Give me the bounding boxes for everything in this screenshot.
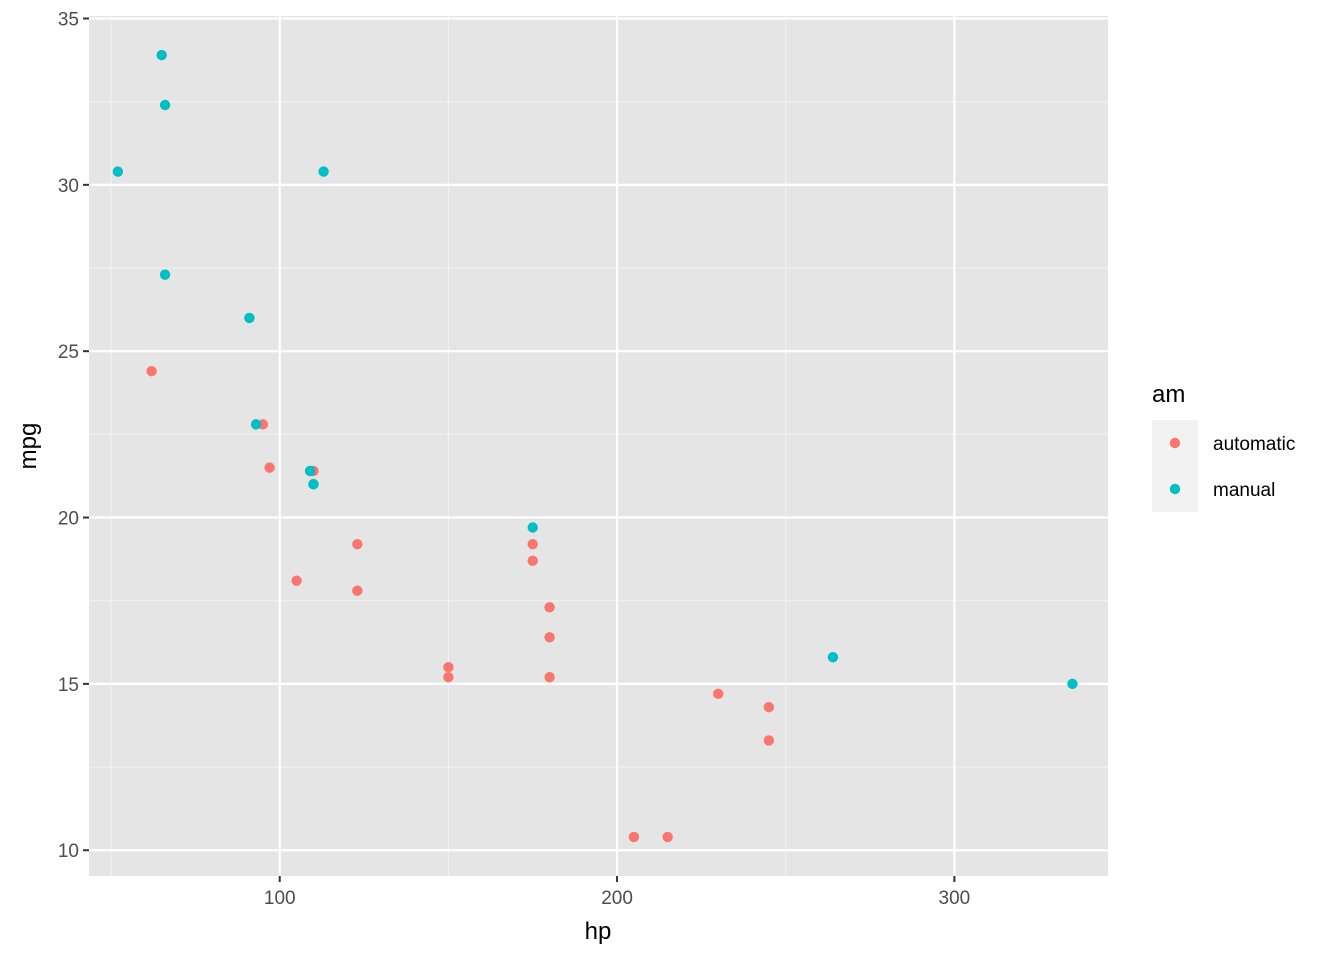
legend-items: automatic manual: [1152, 420, 1295, 512]
data-point-automatic: [291, 575, 302, 586]
data-point-automatic: [628, 831, 640, 843]
legend-title: am: [1152, 381, 1185, 408]
legend-key-automatic: [1169, 437, 1181, 449]
data-point-manual: [527, 522, 538, 533]
major-gridlines: [89, 16, 1108, 876]
data-point-manual: [156, 49, 167, 61]
legend: am automatic manual: [1152, 381, 1295, 512]
data-point-manual: [112, 166, 124, 177]
x-tick-label: 300: [939, 888, 971, 909]
data-point-manual: [308, 479, 319, 490]
y-tick-label: 30: [58, 176, 79, 197]
y-tick-label: 35: [58, 9, 79, 30]
data-point-manual: [244, 312, 255, 324]
data-point-automatic: [544, 602, 555, 613]
data-point-manual: [250, 419, 262, 430]
x-axis: 100 200 300: [264, 876, 970, 909]
x-tick-label: 200: [601, 888, 633, 909]
data-point-automatic: [264, 462, 275, 473]
data-point-automatic: [352, 538, 363, 550]
data-point-automatic: [352, 585, 363, 596]
data-point-manual: [159, 99, 171, 111]
panel-background: [89, 16, 1108, 876]
data-point-automatic: [527, 555, 538, 566]
data-point-automatic: [662, 831, 673, 843]
data-point-manual: [318, 166, 329, 177]
data-point-manual: [1067, 678, 1078, 690]
data-point-automatic: [527, 538, 538, 550]
y-tick-label: 25: [58, 342, 79, 363]
data-point-automatic: [763, 735, 775, 746]
y-axis: 10 15 20 25 30 35: [58, 9, 89, 862]
data-point-automatic: [713, 688, 724, 700]
data-point-automatic: [443, 662, 454, 673]
data-point-automatic: [146, 365, 157, 377]
y-axis-title: mpg: [15, 423, 42, 470]
data-point-manual: [304, 465, 316, 477]
y-tick-label: 20: [58, 509, 79, 530]
y-tick-label: 15: [58, 675, 79, 696]
data-point-automatic: [763, 701, 775, 713]
x-axis-title: hp: [585, 918, 612, 945]
y-tick-label: 10: [58, 841, 79, 862]
data-points: [112, 49, 1078, 843]
data-point-manual: [827, 652, 839, 663]
data-point-manual: [159, 269, 171, 280]
data-point-automatic: [544, 632, 555, 643]
legend-label-manual: manual: [1213, 480, 1275, 501]
x-tick-label: 100: [264, 888, 296, 909]
legend-key-background: [1152, 420, 1198, 512]
minor-gridlines: [89, 16, 1108, 876]
legend-key-manual: [1169, 483, 1181, 495]
legend-label-automatic: automatic: [1213, 434, 1295, 455]
data-point-automatic: [544, 672, 555, 683]
data-point-automatic: [443, 672, 454, 683]
